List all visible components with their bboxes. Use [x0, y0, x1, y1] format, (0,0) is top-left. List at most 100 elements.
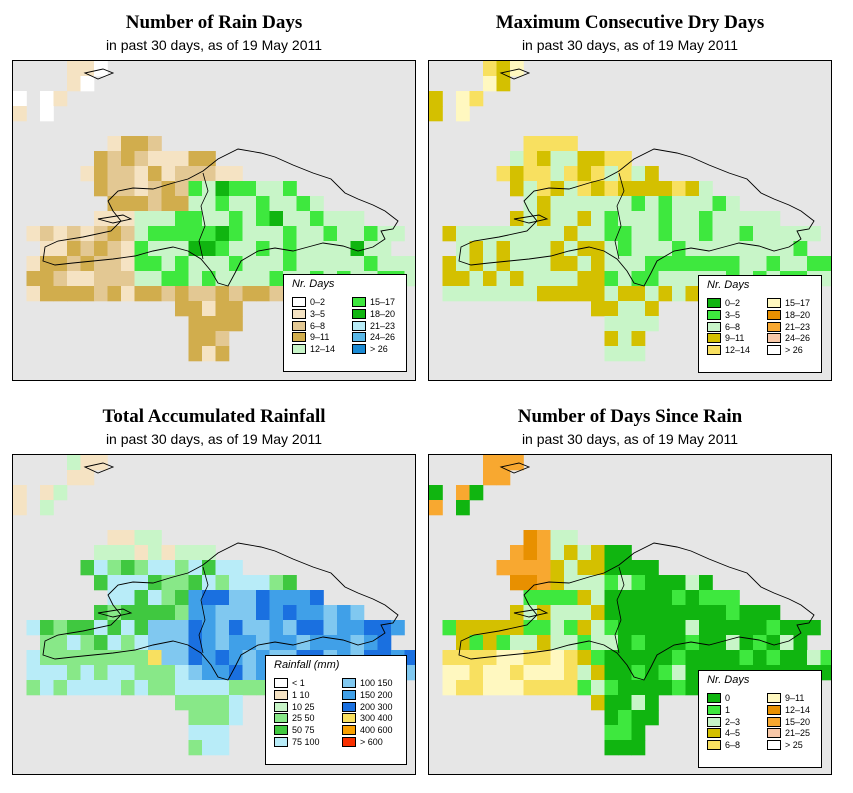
- grid-cell: [242, 680, 257, 696]
- grid-cell: [591, 605, 605, 621]
- grid-cell: [337, 256, 351, 272]
- grid-cell: [591, 695, 605, 711]
- grid-cell: [350, 605, 365, 621]
- legend-swatch: [342, 701, 356, 712]
- grid-cell: [242, 620, 257, 636]
- legend-swatch: [274, 689, 288, 700]
- grid-cell: [202, 226, 216, 242]
- grid-cell: [618, 256, 632, 272]
- grid-cell: [753, 620, 767, 636]
- grid-cell: [672, 256, 686, 272]
- legend-item: 15–17: [352, 297, 395, 307]
- grid-cell: [577, 181, 592, 197]
- legend-item: 200 300: [342, 701, 393, 712]
- grid-cell: [80, 650, 95, 666]
- grid-cell: [296, 211, 311, 227]
- grid-cell: [699, 605, 713, 621]
- grid-cell: [604, 211, 619, 227]
- grid-cell: [564, 166, 578, 182]
- grid-cell: [726, 590, 740, 606]
- grid-cell: [26, 665, 41, 681]
- grid-cell: [739, 211, 754, 227]
- grid-cell: [523, 680, 538, 696]
- grid-cell: [793, 635, 808, 651]
- grid-cell: [229, 680, 243, 696]
- grid-cell: [645, 575, 659, 591]
- legend-swatch: [707, 716, 721, 727]
- grid-cell: [645, 166, 659, 182]
- grid-cell: [631, 256, 646, 272]
- grid-cell: [442, 256, 457, 272]
- grid-cell: [188, 196, 203, 212]
- grid-cell: [685, 650, 700, 666]
- grid-cell: [753, 605, 767, 621]
- grid-cell: [67, 680, 81, 696]
- grid-cell: [685, 181, 700, 197]
- grid-cell: [350, 620, 365, 636]
- grid-cell: [591, 545, 605, 561]
- grid-cell: [483, 286, 497, 302]
- legend-swatch: [342, 713, 356, 724]
- grid-cell: [188, 301, 203, 317]
- legend-swatch: [292, 308, 306, 319]
- legend-label: 6–8: [725, 321, 741, 332]
- grid-cell: [202, 211, 216, 227]
- grid-cell: [188, 590, 203, 606]
- grid-cell: [726, 256, 740, 272]
- grid-cell: [672, 665, 686, 681]
- grid-cell: [364, 256, 378, 272]
- grid-cell: [175, 286, 189, 302]
- grid-cell: [564, 241, 578, 257]
- grid-cell: [202, 665, 216, 681]
- grid-cell: [645, 286, 659, 302]
- grid-cell: [766, 241, 781, 257]
- legend-item: 21–23: [767, 321, 810, 332]
- legend-swatch: [342, 678, 356, 688]
- grid-cell: [40, 286, 54, 302]
- grid-cell: [310, 620, 324, 636]
- grid-cell: [121, 241, 135, 257]
- grid-cell: [496, 620, 511, 636]
- grid-cell: [537, 545, 551, 561]
- grid-cell: [537, 136, 551, 152]
- grid-cell: [699, 226, 713, 242]
- grid-cell: [577, 286, 592, 302]
- grid-cell: [564, 665, 578, 681]
- legend-item: 0: [707, 693, 730, 703]
- grid-cell: [215, 635, 230, 651]
- grid-cell: [107, 256, 122, 272]
- legend-swatch: [767, 345, 781, 356]
- grid-cell: [67, 286, 81, 302]
- grid-cell: [496, 166, 511, 182]
- grid-cell: [618, 695, 632, 711]
- grid-cell: [296, 256, 311, 272]
- grid-cell: [40, 635, 54, 651]
- map-grid: [13, 61, 415, 362]
- legend-title: Rainfall (mm): [274, 659, 340, 671]
- grid-cell: [685, 605, 700, 621]
- grid-cell: [483, 61, 497, 77]
- grid-cell: [591, 575, 605, 591]
- grid-cell: [80, 271, 95, 287]
- grid-cell: [672, 226, 686, 242]
- grid-cell: [699, 575, 713, 591]
- grid-cell: [645, 196, 659, 212]
- grid-cell: [188, 286, 203, 302]
- grid-cell: [537, 211, 551, 227]
- legend-swatch: [767, 693, 781, 703]
- grid-cell: [631, 316, 646, 332]
- grid-cell: [496, 226, 511, 242]
- legend-swatch: [707, 704, 721, 715]
- grid-cell: [631, 575, 646, 591]
- grid-cell: [591, 196, 605, 212]
- grid-cell: [67, 271, 81, 287]
- legend-item: 15–20: [767, 716, 810, 727]
- grid-cell: [256, 181, 270, 197]
- grid-cell: [215, 196, 230, 212]
- legend-item: > 26: [767, 345, 803, 356]
- grid-cell: [283, 211, 297, 227]
- grid-cell: [242, 226, 257, 242]
- grid-cell: [469, 650, 484, 666]
- grid-cell: [134, 530, 149, 546]
- grid-cell: [161, 166, 176, 182]
